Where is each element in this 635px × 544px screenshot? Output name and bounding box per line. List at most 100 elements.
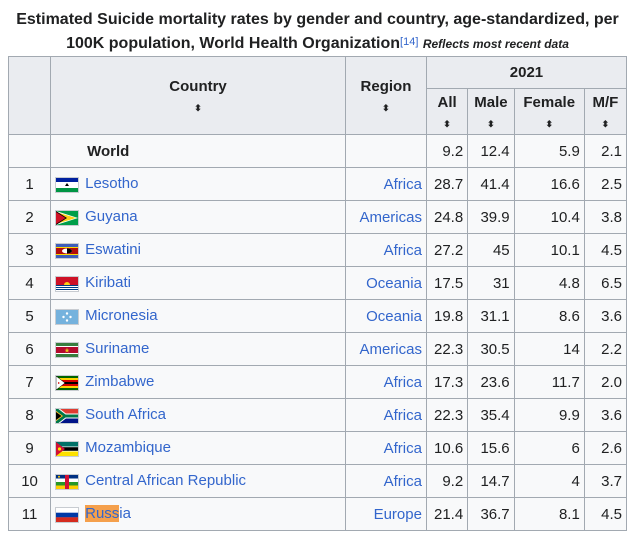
sort-icon[interactable]: ⬍	[487, 118, 495, 129]
region-link[interactable]: Europe	[373, 505, 422, 523]
table-caption: Estimated Suicide mortality rates by gen…	[0, 0, 635, 56]
mf-cell: 3.6	[583, 299, 628, 333]
male-cell: 41.4	[467, 167, 515, 201]
rank-cell: 2	[7, 200, 52, 234]
country-cell: Zimbabwe	[50, 365, 346, 399]
female-cell: 4	[513, 464, 585, 498]
mf-header[interactable]: M/F ⬍	[583, 88, 628, 135]
country-link[interactable]: Russia	[85, 505, 131, 523]
all-cell: 24.8	[425, 200, 469, 234]
zimbabwe-flag-icon[interactable]	[55, 374, 80, 391]
table-row: 5 Micronesia Oceania 19.8 31.1 8.6 3.6	[7, 299, 628, 333]
male-header-label: Male	[474, 93, 508, 111]
country-cell: Lesotho	[50, 167, 346, 201]
table-row: 2 Guyana Americas 24.8 39.9 10.4 3.8	[7, 200, 628, 234]
region-link[interactable]: Africa	[383, 373, 422, 391]
female-header[interactable]: Female ⬍	[513, 88, 585, 135]
region-link[interactable]: Africa	[383, 175, 422, 193]
female-cell: 8.1	[513, 497, 585, 531]
country-link[interactable]: Micronesia	[85, 307, 158, 325]
region-cell: Europe	[344, 497, 427, 531]
region-cell: Africa	[344, 464, 427, 498]
reference-link[interactable]: [14]	[400, 36, 419, 48]
mf-cell: 2.1	[583, 134, 628, 168]
country-link[interactable]: Mozambique	[85, 439, 171, 457]
female-header-label: Female	[523, 93, 576, 111]
male-cell: 31	[467, 266, 515, 300]
suriname-flag-icon[interactable]	[55, 341, 80, 358]
all-header[interactable]: All ⬍	[425, 88, 469, 135]
sort-icon[interactable]: ⬍	[545, 118, 553, 129]
table-row: 6 Suriname Americas 22.3 30.5 14 2.2	[7, 332, 628, 366]
mf-cell: 2.2	[583, 332, 628, 366]
country-cell: Suriname	[50, 332, 346, 366]
rank-cell: 3	[7, 233, 52, 267]
micronesia-flag-icon[interactable]	[55, 308, 80, 325]
world-row: World 9.2 12.4 5.9 2.1	[7, 134, 628, 168]
table-row: 11 Russia Europe 21.4 36.7 8.1 4.5	[7, 497, 628, 531]
region-cell: Africa	[344, 365, 427, 399]
sort-icon[interactable]: ⬍	[194, 102, 202, 113]
country-link[interactable]: South Africa	[85, 406, 166, 424]
region-link[interactable]: Africa	[383, 241, 422, 259]
country-link[interactable]: Kiribati	[85, 274, 131, 292]
region-cell: Africa	[344, 398, 427, 432]
rank-cell: 11	[7, 497, 52, 531]
mozambique-flag-icon[interactable]	[55, 440, 80, 457]
female-cell: 16.6	[513, 167, 585, 201]
male-cell: 23.6	[467, 365, 515, 399]
country-link[interactable]: Guyana	[85, 208, 138, 226]
russia-flag-icon[interactable]	[55, 506, 80, 523]
all-cell: 9.2	[425, 134, 469, 168]
region-link[interactable]: Americas	[359, 208, 422, 226]
south-africa-flag-icon[interactable]	[55, 407, 80, 424]
table-row: 1 Lesotho Africa 28.7 41.4 16.6 2.5	[7, 167, 628, 201]
sort-icon[interactable]: ⬍	[443, 118, 451, 129]
region-link[interactable]: Africa	[383, 439, 422, 457]
country-header[interactable]: Country ⬍	[50, 56, 346, 135]
rank-header	[7, 56, 52, 135]
all-cell: 27.2	[425, 233, 469, 267]
region-cell: Americas	[344, 200, 427, 234]
country-link[interactable]: Suriname	[85, 340, 150, 358]
kiribati-flag-icon[interactable]	[55, 275, 80, 292]
female-cell: 8.6	[513, 299, 585, 333]
region-link[interactable]: Oceania	[366, 274, 422, 292]
central-african-republic-flag-icon[interactable]	[55, 473, 80, 490]
region-link[interactable]: Americas	[359, 340, 422, 358]
mf-header-label: M/F	[592, 93, 619, 111]
region-cell: Africa	[344, 233, 427, 267]
male-header[interactable]: Male ⬍	[467, 88, 515, 135]
world-label: World	[50, 134, 346, 168]
region-header[interactable]: Region ⬍	[344, 56, 427, 135]
male-cell: 15.6	[467, 431, 515, 465]
eswatini-flag-icon[interactable]	[55, 242, 80, 259]
country-link[interactable]: Zimbabwe	[85, 373, 155, 391]
all-cell: 28.7	[425, 167, 469, 201]
region-link[interactable]: Africa	[383, 472, 422, 490]
country-link[interactable]: Eswatini	[85, 241, 141, 259]
guyana-flag-icon[interactable]	[55, 209, 80, 226]
region-link[interactable]: Oceania	[366, 307, 422, 325]
sort-icon[interactable]: ⬍	[601, 118, 610, 129]
sort-icon[interactable]: ⬍	[382, 102, 390, 113]
region-link[interactable]: Africa	[383, 406, 422, 424]
suicide-rates-table: Country ⬍ Region ⬍ 2021 All ⬍ Male ⬍ Fem…	[7, 56, 628, 531]
country-cell: Guyana	[50, 200, 346, 234]
all-cell: 21.4	[425, 497, 469, 531]
country-link[interactable]: Central African Republic	[85, 472, 247, 490]
region-cell: Oceania	[344, 299, 427, 333]
male-cell: 12.4	[467, 134, 515, 168]
mf-cell: 3.6	[583, 398, 628, 432]
all-cell: 17.3	[425, 365, 469, 399]
country-cell: Micronesia	[50, 299, 346, 333]
year-header: 2021	[425, 56, 628, 89]
all-cell: 19.8	[425, 299, 469, 333]
lesotho-flag-icon[interactable]	[55, 176, 80, 193]
male-cell: 45	[467, 233, 515, 267]
female-cell: 14	[513, 332, 585, 366]
male-cell: 30.5	[467, 332, 515, 366]
rank-cell	[7, 134, 52, 168]
country-link[interactable]: Lesotho	[85, 175, 139, 193]
female-cell: 10.1	[513, 233, 585, 267]
